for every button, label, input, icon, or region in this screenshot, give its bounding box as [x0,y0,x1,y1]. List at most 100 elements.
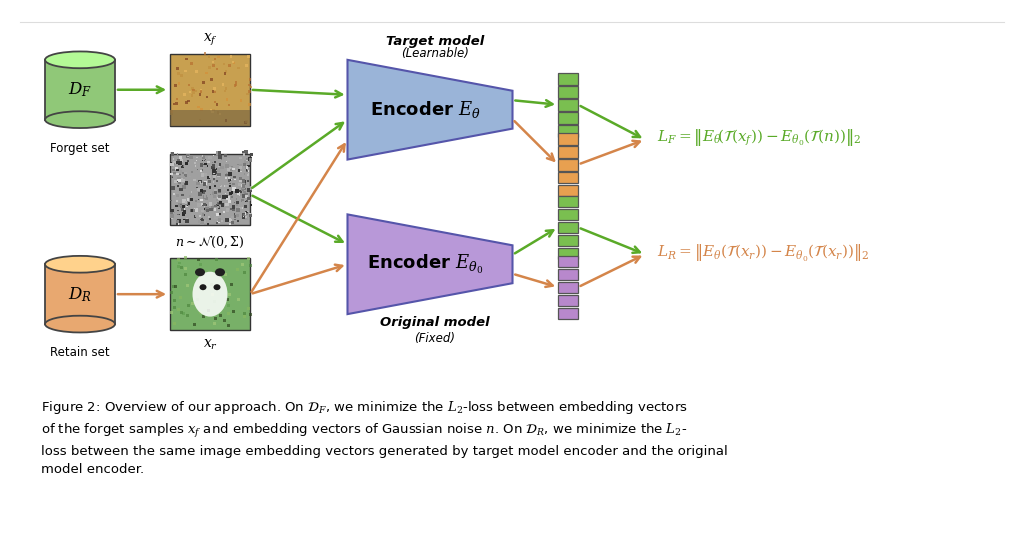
FancyBboxPatch shape [240,164,242,167]
FancyBboxPatch shape [207,186,208,188]
FancyBboxPatch shape [183,219,185,220]
FancyBboxPatch shape [227,293,230,296]
FancyBboxPatch shape [183,208,185,209]
FancyBboxPatch shape [243,180,246,183]
FancyBboxPatch shape [202,170,203,171]
FancyBboxPatch shape [250,86,253,89]
FancyBboxPatch shape [203,183,204,184]
FancyBboxPatch shape [218,190,221,193]
FancyBboxPatch shape [222,198,223,199]
FancyBboxPatch shape [212,165,215,167]
FancyBboxPatch shape [201,171,202,172]
FancyBboxPatch shape [219,186,221,187]
FancyBboxPatch shape [213,178,215,179]
FancyBboxPatch shape [230,221,234,224]
FancyBboxPatch shape [173,193,176,196]
FancyBboxPatch shape [174,84,177,87]
FancyBboxPatch shape [225,196,228,198]
FancyBboxPatch shape [234,81,238,84]
FancyBboxPatch shape [248,84,251,86]
FancyBboxPatch shape [225,193,226,194]
FancyBboxPatch shape [173,172,176,175]
FancyBboxPatch shape [218,208,220,209]
FancyBboxPatch shape [209,217,210,218]
Polygon shape [170,110,250,126]
FancyBboxPatch shape [194,324,197,326]
FancyBboxPatch shape [185,284,188,288]
FancyBboxPatch shape [213,191,217,194]
FancyBboxPatch shape [244,173,246,175]
FancyBboxPatch shape [211,166,215,169]
FancyBboxPatch shape [179,171,182,173]
FancyBboxPatch shape [241,263,244,266]
FancyBboxPatch shape [240,177,242,179]
FancyBboxPatch shape [170,214,174,218]
FancyBboxPatch shape [211,293,214,296]
FancyBboxPatch shape [201,199,203,201]
FancyBboxPatch shape [182,172,184,174]
FancyBboxPatch shape [245,64,248,66]
FancyBboxPatch shape [176,181,178,182]
FancyBboxPatch shape [216,180,218,182]
FancyBboxPatch shape [183,186,184,187]
FancyBboxPatch shape [231,216,234,219]
Text: (Fixed): (Fixed) [415,332,456,345]
FancyBboxPatch shape [213,176,216,178]
FancyBboxPatch shape [242,184,245,187]
FancyBboxPatch shape [207,162,209,165]
FancyBboxPatch shape [178,173,181,176]
FancyBboxPatch shape [182,312,185,315]
FancyBboxPatch shape [173,166,176,168]
FancyBboxPatch shape [225,98,228,101]
FancyBboxPatch shape [174,212,175,213]
FancyBboxPatch shape [212,61,214,63]
FancyBboxPatch shape [200,204,202,206]
FancyBboxPatch shape [223,273,226,275]
FancyBboxPatch shape [198,192,202,196]
FancyBboxPatch shape [558,235,578,247]
FancyBboxPatch shape [195,90,198,93]
Text: $L_R = \left\|E_\theta(\mathcal{T}(x_r)) - E_{\theta_0}(\mathcal{T}(x_r))\right\: $L_R = \left\|E_\theta(\mathcal{T}(x_r))… [657,242,869,263]
FancyBboxPatch shape [199,215,201,217]
FancyBboxPatch shape [185,202,188,206]
FancyBboxPatch shape [196,160,197,161]
FancyBboxPatch shape [179,296,182,299]
FancyBboxPatch shape [249,186,251,188]
FancyBboxPatch shape [241,193,244,197]
FancyBboxPatch shape [240,179,243,182]
FancyBboxPatch shape [215,171,217,173]
FancyBboxPatch shape [176,223,179,225]
FancyBboxPatch shape [180,203,182,205]
FancyBboxPatch shape [176,194,179,197]
FancyBboxPatch shape [173,322,175,325]
FancyBboxPatch shape [228,64,230,66]
FancyBboxPatch shape [243,216,244,217]
FancyBboxPatch shape [233,202,236,203]
FancyBboxPatch shape [215,213,216,214]
FancyBboxPatch shape [212,109,215,111]
FancyBboxPatch shape [249,188,252,192]
FancyBboxPatch shape [233,215,237,218]
FancyBboxPatch shape [243,216,245,219]
FancyBboxPatch shape [243,151,246,155]
FancyBboxPatch shape [198,199,199,201]
FancyBboxPatch shape [558,295,578,306]
FancyBboxPatch shape [183,267,186,270]
FancyBboxPatch shape [207,184,210,186]
FancyBboxPatch shape [248,187,252,191]
Ellipse shape [45,52,115,68]
FancyBboxPatch shape [199,181,202,184]
FancyBboxPatch shape [196,214,199,218]
FancyBboxPatch shape [185,201,186,202]
FancyBboxPatch shape [184,70,187,73]
FancyBboxPatch shape [228,219,229,220]
FancyBboxPatch shape [177,258,180,261]
FancyBboxPatch shape [223,63,225,65]
FancyBboxPatch shape [233,213,236,214]
FancyBboxPatch shape [180,311,183,314]
FancyBboxPatch shape [238,163,239,165]
FancyBboxPatch shape [216,68,218,70]
FancyBboxPatch shape [190,198,193,201]
FancyBboxPatch shape [220,166,223,169]
FancyBboxPatch shape [558,146,578,157]
